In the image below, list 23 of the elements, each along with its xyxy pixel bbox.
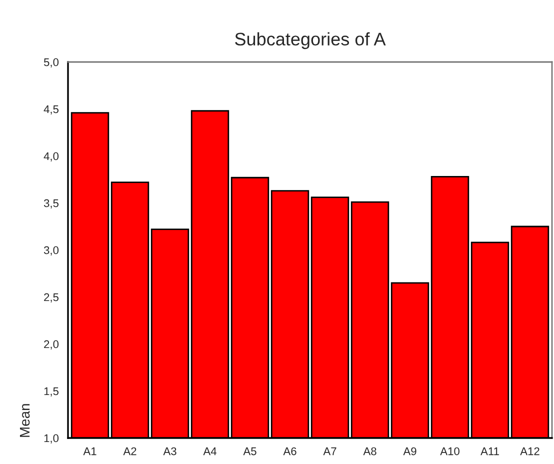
y-tick-label: 1,5 xyxy=(44,387,59,396)
y-tick-label: 1,0 xyxy=(44,434,59,444)
x-tick-label: A3 xyxy=(163,447,176,456)
x-tick-label: A5 xyxy=(243,447,256,456)
x-tick-label: A11 xyxy=(480,447,499,456)
x-tick-label: A10 xyxy=(440,447,460,456)
y-tick-label: 4,0 xyxy=(44,152,59,162)
x-tick-label: A7 xyxy=(323,447,336,456)
x-tick-label: A12 xyxy=(520,447,540,456)
x-tick-label: A9 xyxy=(403,447,416,456)
x-tick-label: A4 xyxy=(203,447,216,456)
y-tick-label: 3,5 xyxy=(44,199,59,208)
x-tick-label: A1 xyxy=(83,447,96,456)
y-tick-label: 2,5 xyxy=(44,293,59,302)
y-tick-label: 2,0 xyxy=(44,340,59,350)
x-tick-label: A8 xyxy=(363,447,376,456)
chart-title: Subcategories of A xyxy=(235,32,386,50)
y-axis-title: Mean xyxy=(20,404,30,437)
x-tick-label: A2 xyxy=(123,447,136,456)
y-tick-label: 3,0 xyxy=(44,246,59,256)
x-tick-label: A6 xyxy=(283,447,296,456)
y-tick-label: 5,0 xyxy=(44,58,59,68)
y-tick-label: 4,5 xyxy=(44,105,59,114)
